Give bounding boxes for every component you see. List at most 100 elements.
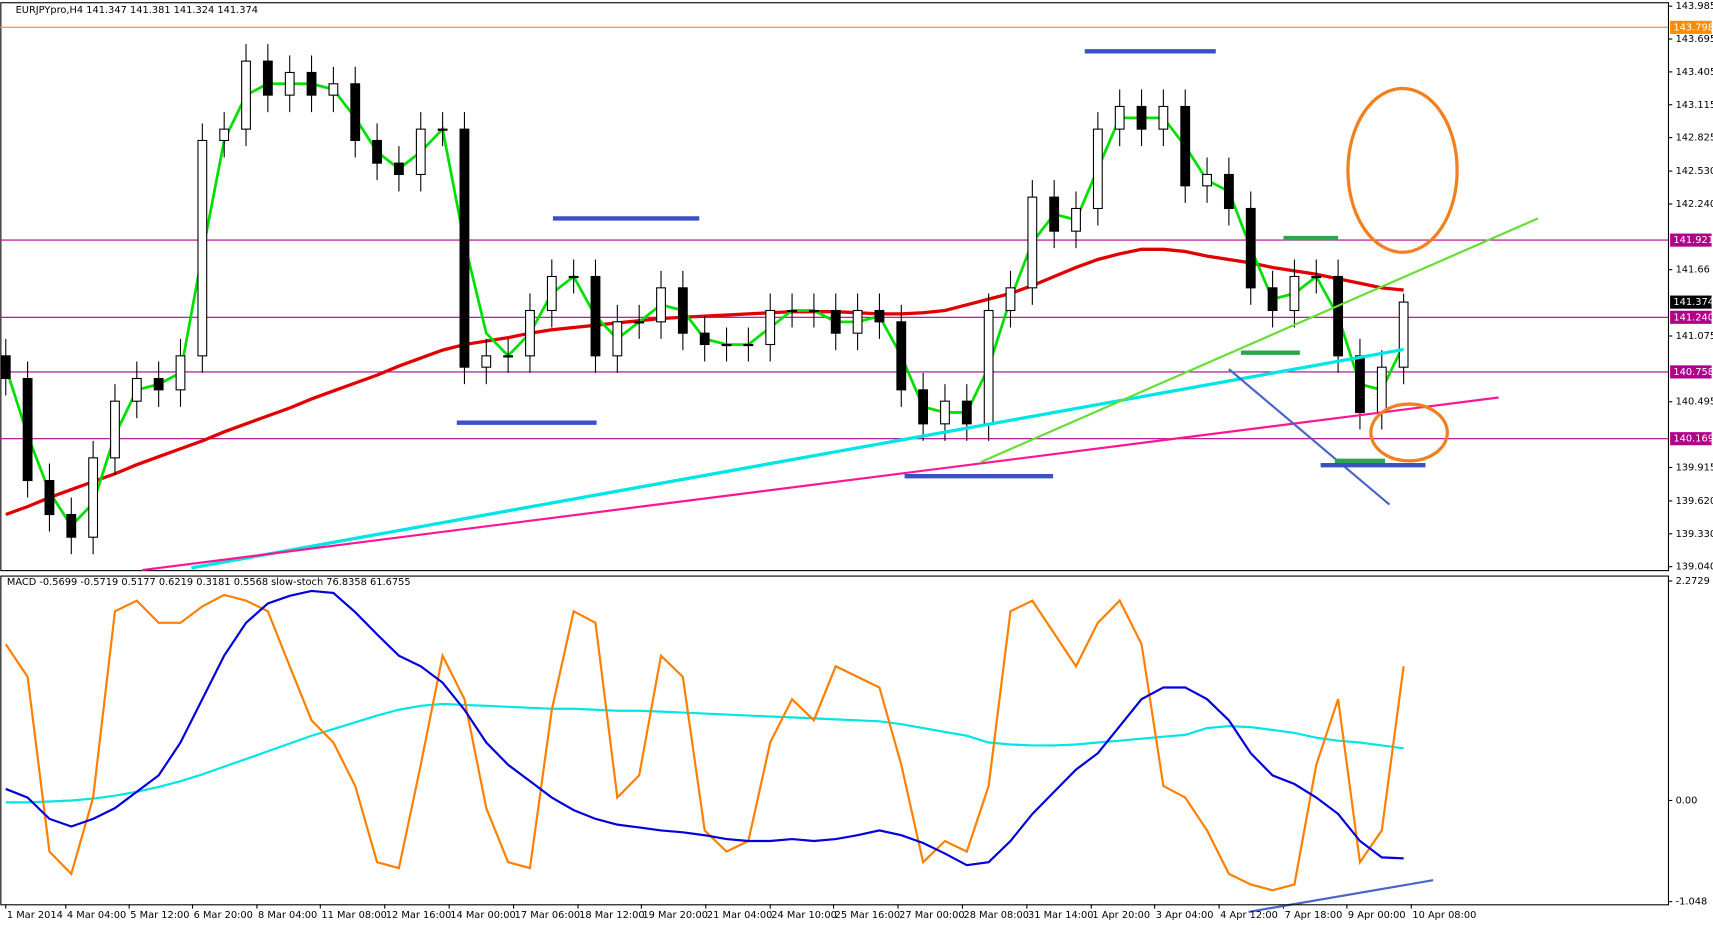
candle-body [634,321,645,324]
candle-body [743,343,754,347]
x-tick-label: 1 Apr 20:00 [1092,910,1150,921]
y-tick-label: 142.530 [1676,166,1713,177]
candle-body [1311,275,1322,279]
candle-body [961,400,972,425]
candle-body [896,321,907,391]
trend-line [980,217,1539,463]
candle-body [88,457,99,538]
candle-body [350,83,361,142]
x-tick-label: 8 Mar 04:00 [258,910,317,921]
last-price-label: 141.374 [1673,297,1713,308]
y-tick-label: 143.695 [1676,34,1713,45]
candle-body [1289,275,1300,312]
candle-body [437,128,448,131]
macd-panel [0,575,1673,906]
candle-body [306,71,317,96]
candle-body [503,355,514,358]
candle-body [153,377,164,391]
y-tick-label: 143.985 [1676,1,1713,12]
candle-body [22,377,33,482]
trend-line [142,396,1499,572]
x-tick-label: 7 Apr 18:00 [1285,910,1343,921]
candle-body [131,377,142,402]
candle-body [590,275,601,357]
candle-body [0,355,11,380]
candle-body [1267,287,1278,312]
candle-body [1333,275,1344,357]
x-tick-label: 17 Mar 06:00 [515,910,581,921]
candle-body [66,513,77,538]
y-tick-label: -1.048 [1676,897,1708,908]
candle-body [372,139,382,164]
plot-frame [0,2,1670,572]
candle-body [852,309,863,334]
candle-body [241,60,251,130]
candle-body [568,275,579,279]
y-tick-label: 139.915 [1676,462,1713,473]
x-tick-label: 6 Mar 20:00 [194,910,253,921]
x-tick-label: 11 Mar 08:00 [321,910,387,921]
y-tick-label: 142.240 [1676,199,1713,210]
chart-title: EURJPYpro,H4 141.347 141.381 141.324 141… [16,5,258,16]
candle-body [393,162,404,176]
candle-body [415,128,426,176]
level-badge [1670,432,1712,446]
x-tick-label: 9 Apr 00:00 [1348,910,1406,921]
level-badge [1670,20,1712,34]
y-tick-label: 142.825 [1676,133,1713,144]
candle-body [1180,105,1191,187]
x-tick-label: 5 Mar 12:00 [130,910,189,921]
candle-body [983,309,994,425]
labels: EURJPYpro,H4 141.347 141.381 141.324 141… [7,1,1713,921]
plot-frame [0,575,1670,906]
level-label: 143.798 [1673,22,1713,33]
highlight-ellipse [1346,86,1459,254]
candle-body [830,309,841,334]
candle-body [1049,196,1060,232]
level-label: 140.169 [1673,434,1713,445]
level-label: 140.758 [1673,367,1713,378]
level-badge [1670,233,1712,247]
trend-line [191,347,1404,570]
x-tick-label: 27 Mar 00:00 [899,910,965,921]
x-tick-label: 28 Mar 08:00 [964,910,1030,921]
candle-body [1027,196,1038,289]
x-tick-label: 19 Mar 20:00 [642,910,708,921]
candle-body [262,60,273,96]
drawings [142,49,1539,913]
candle-body [1005,287,1016,312]
highlight-ellipse [1369,402,1449,463]
candle-body [284,71,295,96]
indicator-title: MACD -0.5699 -0.5719 0.5177 0.6219 0.318… [7,577,411,588]
candle-body [1158,105,1169,130]
trend-line [1228,368,1391,506]
candle-body [546,275,557,312]
indicator-line [5,247,1404,517]
y-tick-label: 141.66 [1676,265,1710,276]
indicator-line [4,593,1405,892]
y-tick-label: 143.115 [1676,100,1713,111]
candle-body [481,355,492,368]
y-tick-label: 139.330 [1676,529,1713,540]
candle-body [44,479,55,516]
candle-body [1376,366,1387,414]
candle-body [765,309,776,346]
candle-body [175,355,186,391]
y-tick-label: 2.2729 [1676,576,1710,587]
x-tick-label: 31 Mar 14:00 [1028,910,1094,921]
candle-body [677,287,688,334]
candle-body [656,287,666,323]
candle-body [1071,207,1081,232]
candle-body [787,309,797,313]
level-label: 141.921 [1673,235,1713,246]
x-tick-label: 18 Mar 12:00 [579,910,645,921]
candle-body [874,309,885,323]
candle-body [1398,301,1409,368]
candle-body [1136,105,1147,130]
candle-body [110,400,120,459]
y-tick-label: 141.075 [1676,331,1713,342]
level-badge [1670,310,1712,324]
candle-body [197,139,208,357]
candle-body [940,400,950,425]
